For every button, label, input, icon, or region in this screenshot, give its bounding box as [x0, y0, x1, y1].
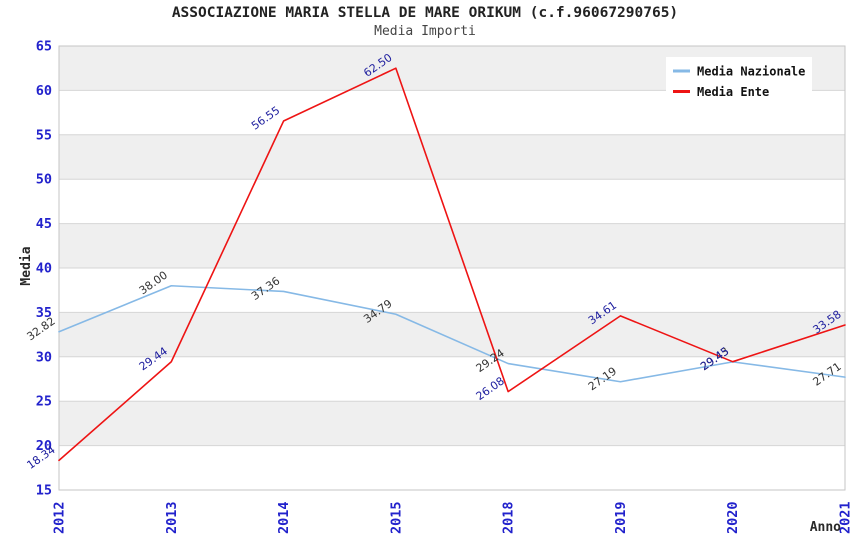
x-tick-label: 2019 [613, 501, 629, 534]
plot-band [59, 356, 845, 402]
chart-title: ASSOCIAZIONE MARIA STELLA DE MARE ORIKUM… [171, 5, 679, 21]
y-axis-title: Media [19, 246, 34, 285]
y-tick-label: 65 [36, 39, 52, 55]
y-tick-label: 30 [36, 349, 52, 365]
legend-label-media-nazionale: Media Nazionale [697, 65, 805, 79]
plot-band [59, 134, 845, 180]
x-tick-label: 2014 [276, 501, 292, 534]
plot-band [59, 179, 845, 224]
x-tick-label: 2021 [838, 501, 850, 534]
y-tick-label: 20 [36, 438, 52, 454]
series-line-media-nazionale [58, 284, 846, 383]
x-tick-label: 2012 [52, 501, 68, 534]
y-tick-label: 25 [36, 394, 52, 410]
y-tick-label: 40 [36, 261, 52, 277]
y-tick-label: 60 [36, 83, 52, 99]
plot-band [59, 268, 845, 313]
y-tick-label: 35 [36, 305, 52, 321]
y-tick-label: 55 [36, 127, 52, 143]
x-tick-label: 2020 [725, 501, 741, 534]
legend [666, 57, 812, 102]
plot-band [59, 445, 845, 490]
x-tick-label: 2013 [164, 501, 180, 534]
plot-band [59, 401, 845, 446]
y-tick-label: 50 [36, 172, 52, 188]
chart-subtitle: Media Importi [374, 24, 476, 39]
y-tick-label: 15 [36, 483, 52, 499]
series-line-media-ente [58, 67, 846, 462]
legend-label-media-ente: Media Ente [697, 85, 769, 99]
y-tick-label: 45 [36, 216, 52, 232]
x-tick-label: 2018 [501, 501, 517, 534]
plot-border [58, 45, 846, 491]
x-tick-label: 2015 [388, 501, 404, 534]
x-axis-title: Anno [810, 520, 841, 535]
